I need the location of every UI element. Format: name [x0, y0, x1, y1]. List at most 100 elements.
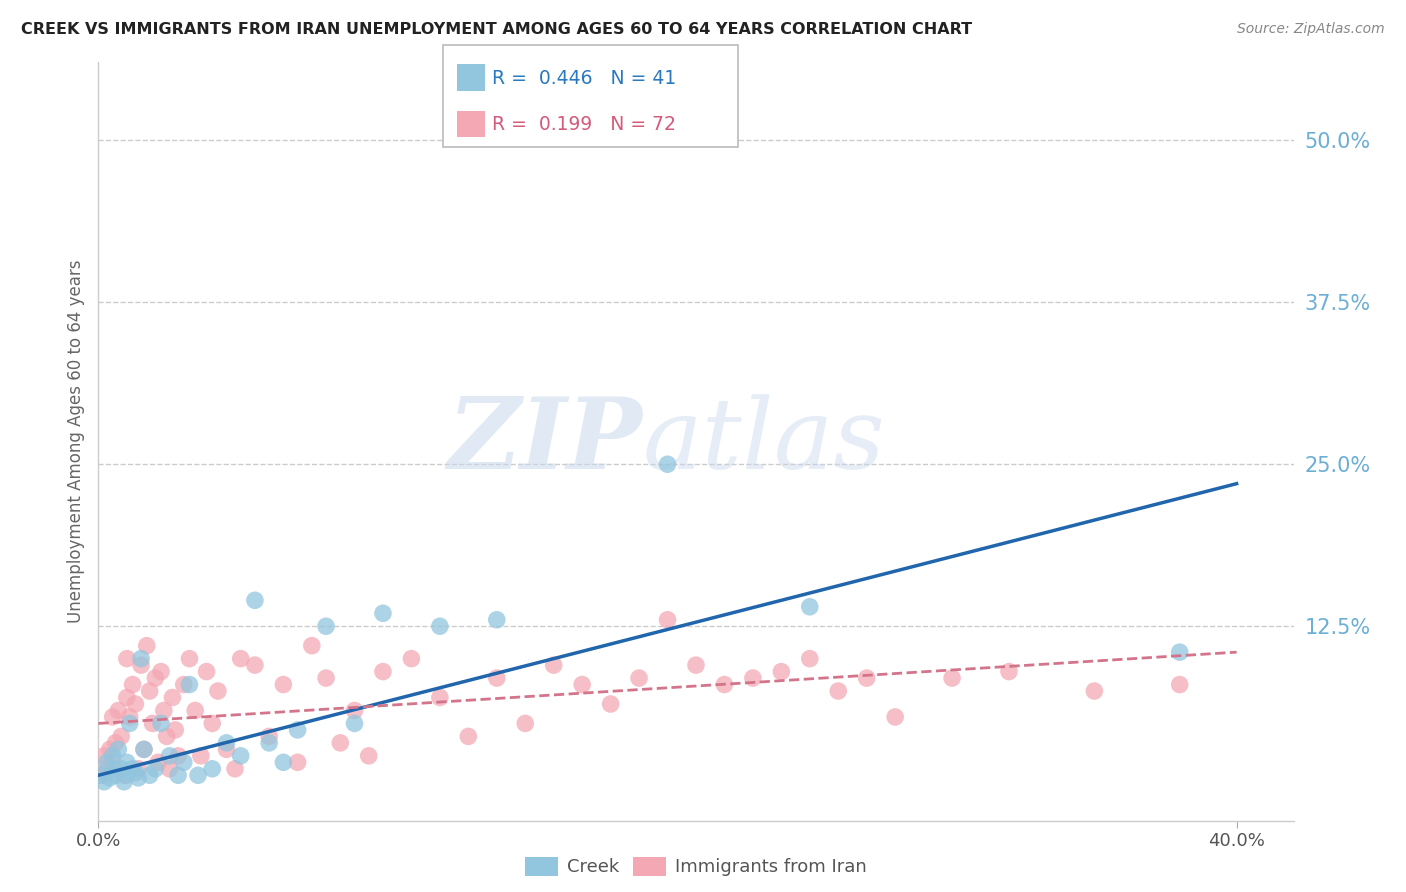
Point	[110, 762, 132, 776]
Text: ZIP: ZIP	[447, 393, 643, 490]
Point	[115, 690, 138, 705]
Point	[485, 671, 508, 685]
Point	[827, 684, 849, 698]
Point	[167, 748, 190, 763]
Point	[215, 736, 238, 750]
Point	[93, 774, 115, 789]
Point	[457, 730, 479, 744]
Point	[657, 457, 679, 471]
Point	[107, 703, 129, 717]
Point	[132, 742, 155, 756]
Point	[121, 762, 143, 776]
Point	[1083, 684, 1105, 698]
Point	[371, 607, 394, 621]
Point	[150, 665, 173, 679]
Point	[187, 768, 209, 782]
Point	[371, 665, 394, 679]
Point	[179, 677, 201, 691]
Point	[628, 671, 651, 685]
Point	[96, 762, 118, 776]
Point	[124, 697, 146, 711]
Point	[159, 748, 181, 763]
Point	[713, 677, 735, 691]
Point	[104, 736, 127, 750]
Legend: Creek, Immigrants from Iran: Creek, Immigrants from Iran	[517, 850, 875, 884]
Point	[96, 756, 118, 770]
Point	[159, 762, 181, 776]
Point	[799, 599, 821, 614]
Point	[799, 651, 821, 665]
Point	[401, 651, 423, 665]
Point	[138, 684, 160, 698]
Point	[257, 736, 280, 750]
Point	[657, 613, 679, 627]
Point	[129, 651, 152, 665]
Point	[101, 756, 124, 770]
Point	[141, 716, 163, 731]
Point	[173, 756, 195, 770]
Point	[101, 762, 124, 776]
Point	[543, 658, 565, 673]
Point	[104, 768, 127, 782]
Point	[184, 703, 207, 717]
Point	[135, 639, 157, 653]
Point	[101, 710, 124, 724]
Point	[287, 756, 309, 770]
Point	[110, 730, 132, 744]
Point	[207, 684, 229, 698]
Point	[143, 671, 166, 685]
Point	[515, 716, 537, 731]
Point	[153, 703, 176, 717]
Point	[112, 774, 135, 789]
Point	[243, 593, 266, 607]
Point	[127, 762, 149, 776]
Point	[855, 671, 877, 685]
Point	[429, 619, 451, 633]
Point	[138, 768, 160, 782]
Point	[90, 768, 112, 782]
Text: R =  0.199   N = 72: R = 0.199 N = 72	[492, 115, 676, 135]
Point	[129, 658, 152, 673]
Point	[201, 716, 224, 731]
Point	[941, 671, 963, 685]
Point	[93, 748, 115, 763]
Point	[329, 736, 352, 750]
Point	[485, 613, 508, 627]
Point	[98, 742, 121, 756]
Text: Source: ZipAtlas.com: Source: ZipAtlas.com	[1237, 22, 1385, 37]
Point	[599, 697, 621, 711]
Point	[115, 756, 138, 770]
Point	[127, 771, 149, 785]
Point	[148, 756, 170, 770]
Point	[118, 710, 141, 724]
Point	[156, 730, 179, 744]
Point	[301, 639, 323, 653]
Point	[179, 651, 201, 665]
Point	[243, 658, 266, 673]
Point	[215, 742, 238, 756]
Point	[98, 771, 121, 785]
Point	[741, 671, 763, 685]
Point	[224, 762, 246, 776]
Point	[165, 723, 187, 737]
Point	[273, 677, 295, 691]
Point	[118, 716, 141, 731]
Point	[273, 756, 295, 770]
Point	[132, 742, 155, 756]
Text: R =  0.446   N = 41: R = 0.446 N = 41	[492, 70, 676, 88]
Point	[162, 690, 184, 705]
Point	[229, 651, 252, 665]
Point	[121, 677, 143, 691]
Point	[685, 658, 707, 673]
Point	[315, 619, 337, 633]
Point	[884, 710, 907, 724]
Point	[343, 703, 366, 717]
Point	[998, 665, 1021, 679]
Point	[150, 716, 173, 731]
Point	[167, 768, 190, 782]
Point	[107, 742, 129, 756]
Point	[1168, 645, 1191, 659]
Point	[257, 730, 280, 744]
Point	[101, 748, 124, 763]
Point	[429, 690, 451, 705]
